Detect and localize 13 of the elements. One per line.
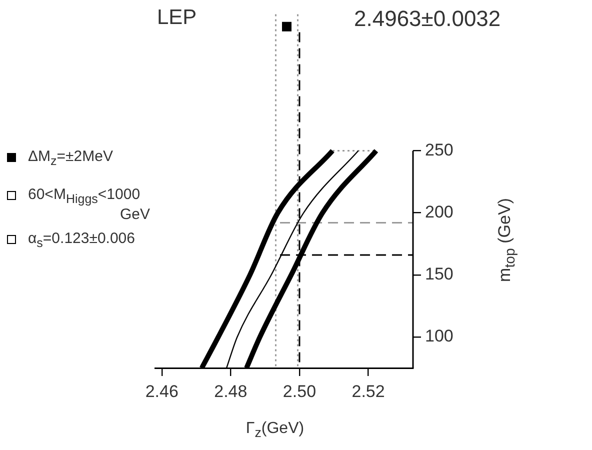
y-tick-label: 250 <box>425 140 454 160</box>
x-tick-label: 2.48 <box>214 382 248 401</box>
x-tick-label: 2.52 <box>352 382 385 401</box>
annotation: LEP <box>157 6 197 30</box>
x-axis-title: Γ$_{z}$(GeV) <box>246 420 304 440</box>
y-tick-label: 100 <box>425 326 454 346</box>
x-tick-label: 2.50 <box>282 382 316 401</box>
x-tick-label: 2.46 <box>145 382 178 401</box>
y-tick-label: 150 <box>425 264 454 284</box>
y-tick-label: 200 <box>425 202 454 222</box>
text: ΔM$_{z}$=±2MeV <box>28 148 113 168</box>
annotation: 2.4963±0.0032 <box>354 6 501 32</box>
text: α$_{s}$=0.123±0.006 <box>28 230 135 250</box>
